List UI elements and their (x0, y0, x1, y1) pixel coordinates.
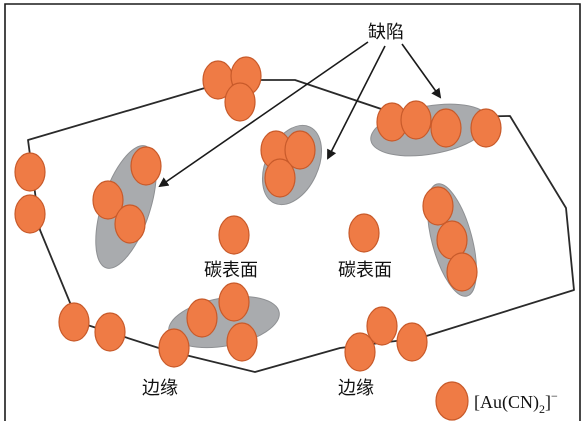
au-cn2-ion (400, 100, 432, 140)
au-cn2-ion (92, 180, 124, 220)
au-cn2-ion (130, 146, 162, 186)
au-cn2-ion (446, 252, 478, 292)
au-cn2-ion (366, 306, 398, 346)
legend-text: [Au(CN)2]− (474, 389, 558, 416)
au-cn2-ion (114, 204, 146, 244)
au-cn2-ion (218, 282, 250, 322)
au-cn2-ion (224, 82, 256, 122)
au-cn2-ion (348, 213, 380, 253)
defect-arrows (158, 41, 442, 188)
figure-frame (4, 3, 581, 421)
au-cn2-ion (218, 215, 250, 255)
au-cn2-ion (58, 302, 90, 342)
label-edge-1: 边缘 (142, 378, 178, 399)
legend-text-close: ] (545, 392, 551, 412)
label-carbon-surface-1: 碳表面 (204, 260, 258, 281)
au-cn2-ion (158, 328, 190, 368)
au-cn2-ion (396, 322, 428, 362)
label-defect: 缺陷 (368, 22, 404, 43)
arrow-to-topright-defect (401, 43, 442, 99)
au-cn2-ion (344, 332, 376, 372)
au-cn2-ion (186, 298, 218, 338)
au-cn2-ion (264, 158, 296, 198)
legend-text-sub: 2 (539, 402, 545, 416)
ion-group (14, 56, 502, 372)
legend-ion-icon (435, 381, 469, 421)
label-carbon-surface-2: 碳表面 (338, 260, 392, 281)
legend: [Au(CN)2]− (435, 381, 558, 421)
label-edge-2: 边缘 (338, 378, 374, 399)
au-cn2-ion (284, 130, 316, 170)
arrow-to-left-defect (158, 41, 369, 188)
au-cn2-ion (422, 186, 454, 226)
arrow-to-center-defect (327, 45, 386, 160)
au-cn2-ion (226, 322, 258, 362)
au-cn2-ion (430, 108, 462, 148)
legend-text-sup: − (551, 389, 558, 403)
au-cn2-ion (14, 194, 46, 234)
au-cn2-ion (14, 152, 46, 192)
au-cn2-ion (94, 312, 126, 352)
legend-text-main: [Au(CN) (474, 392, 539, 413)
au-cn2-ion (470, 108, 502, 148)
